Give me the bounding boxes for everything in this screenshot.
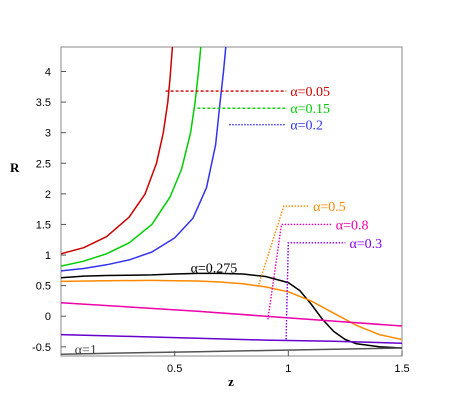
x-tick-label: 1.5 — [394, 363, 409, 375]
label-alpha-0-15: α=0.15 — [290, 102, 330, 117]
x-tick-label: 1 — [285, 363, 291, 375]
series-line-5 — [61, 279, 402, 341]
label-alpha-0-8: α=0.8 — [336, 218, 369, 233]
annotation-labels: α=0.05 α=0.15 α=0.2 α=0.5 α=0.8 α=0.3 α=0.275 α… — [75, 85, 383, 358]
y-tick-label: 0 — [45, 311, 51, 323]
y-tick-label: 1 — [45, 250, 51, 262]
x-axis-ticks: 0.5 1 1.5 — [167, 351, 410, 375]
annotation-leaders — [165, 90, 346, 340]
leader-alpha-0-8 — [267, 223, 332, 320]
label-alpha-0-275: α=0.275 — [191, 262, 238, 277]
leader-alpha-0-5 — [258, 205, 310, 285]
label-alpha-0-3: α=0.3 — [349, 237, 382, 252]
series-line-1 — [61, 47, 174, 255]
x-tick-label: 0.5 — [167, 363, 182, 375]
y-tick-label: 3 — [45, 128, 51, 140]
y-tick-label: -0.5 — [32, 342, 51, 354]
y-tick-label: 4 — [45, 66, 51, 78]
curves — [61, 47, 402, 355]
series-line-3 — [61, 47, 227, 272]
y-tick-label: 2 — [45, 189, 51, 201]
label-alpha-0-05: α=0.05 — [290, 85, 330, 100]
series-line-8 — [61, 347, 402, 355]
y-tick-label: 1.5 — [36, 219, 51, 231]
plot-frame — [60, 46, 403, 357]
series-line-7 — [61, 333, 402, 344]
y-axis-title: R — [10, 160, 20, 175]
leader-alpha-0-3 — [285, 242, 346, 340]
y-tick-label: 2.5 — [36, 158, 51, 170]
y-tick-label: 0.5 — [36, 281, 51, 293]
label-alpha-0-5: α=0.5 — [313, 200, 346, 215]
y-tick-label: 3.5 — [36, 97, 51, 109]
label-alpha-0-2: α=0.2 — [290, 119, 323, 134]
y-axis-ticks: -0.5 0 0.5 1 1.5 2 2.5 3 3.5 4 — [32, 66, 66, 354]
series-line-6 — [61, 302, 402, 327]
x-axis-title: z — [228, 374, 234, 389]
series-line-4 — [61, 272, 402, 349]
series-line-2 — [61, 47, 202, 267]
label-alpha-1: α=1 — [75, 343, 97, 358]
